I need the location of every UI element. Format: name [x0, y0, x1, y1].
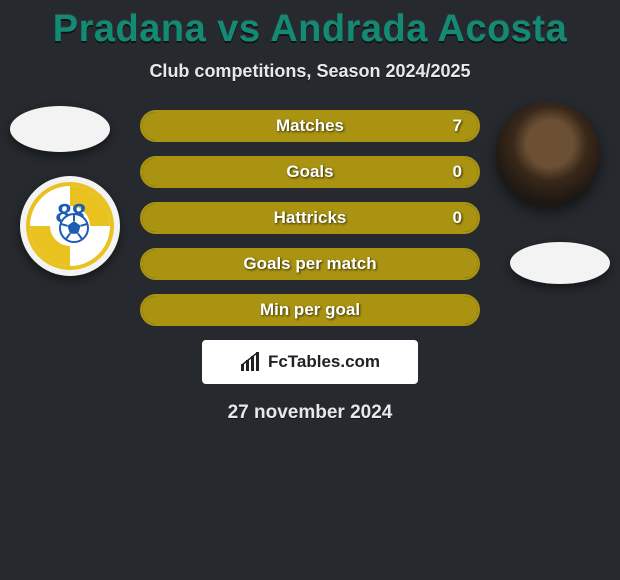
stat-bar-label: Hattricks: [274, 208, 347, 228]
stat-bar-value: 7: [453, 116, 462, 136]
stat-bar-label: Goals: [286, 162, 333, 182]
stat-bar-label: Goals per match: [243, 254, 376, 274]
subtitle: Club competitions, Season 2024/2025: [0, 61, 620, 82]
stat-bar-label: Min per goal: [260, 300, 360, 320]
title-left: Pradana: [53, 8, 206, 50]
stat-bar: Goals 0: [140, 156, 480, 188]
title-right: Andrada Acosta: [270, 8, 567, 50]
stat-bars: Matches 7 Goals 0 Hattricks 0 Goals per match M…: [140, 110, 480, 326]
source-badge-text: FcTables.com: [268, 352, 380, 372]
player-right-club-placeholder: [510, 242, 610, 284]
stat-bar: Matches 7: [140, 110, 480, 142]
comparison-panel: 88 Matches 7 Goals 0 Hattricks 0 Goals per mat…: [0, 110, 620, 424]
player-right-avatar: [496, 102, 600, 206]
stat-bar-value: 0: [453, 208, 462, 228]
player-left-avatar-placeholder: [10, 106, 110, 152]
club-logo-icon: 88: [26, 182, 114, 270]
soccer-ball-icon: [60, 214, 88, 242]
stat-bar: Min per goal: [140, 294, 480, 326]
source-badge[interactable]: FcTables.com: [202, 340, 418, 384]
stat-bar-value: 0: [453, 162, 462, 182]
page-title: Pradana vs Andrada Acosta: [0, 0, 620, 51]
stat-bar: Goals per match: [140, 248, 480, 280]
player-left-club-logo: 88: [20, 176, 120, 276]
title-vs: vs: [206, 8, 270, 50]
stat-bar: Hattricks 0: [140, 202, 480, 234]
bars-icon: [240, 352, 262, 372]
stat-bar-label: Matches: [276, 116, 344, 136]
date-text: 27 november 2024: [0, 402, 620, 424]
